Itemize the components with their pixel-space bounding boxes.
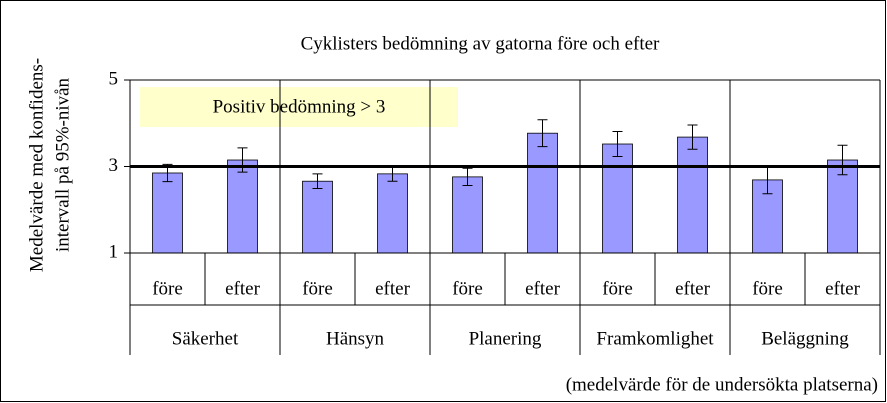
error-bar: [237, 147, 248, 173]
error-bar: [612, 130, 623, 158]
y-tick-label: 5: [109, 68, 119, 89]
bar: [152, 172, 183, 254]
chart-title: Cyklisters bedömning av gatorna före och…: [301, 33, 660, 54]
x-tick-label: före: [452, 278, 483, 299]
error-bar: [537, 119, 548, 148]
error-bar: [312, 173, 323, 190]
bar: [527, 132, 558, 254]
x-tick-label: efter: [675, 278, 710, 299]
group-label: Beläggning: [761, 328, 849, 349]
x-tick-label: före: [152, 278, 183, 299]
bar: [377, 173, 408, 254]
group-label: Hänsyn: [326, 328, 385, 349]
bar: [827, 159, 858, 254]
bar: [452, 176, 483, 254]
x-tick-label: efter: [525, 278, 560, 299]
footnote: (medelvärde för de undersökta platserna): [566, 374, 878, 395]
bar: [227, 159, 258, 254]
bar: [677, 136, 708, 254]
error-bar: [687, 124, 698, 150]
x-tick-label: före: [302, 278, 333, 299]
annotation: Positiv bedömning > 3: [213, 96, 386, 117]
x-tick-label: efter: [825, 278, 860, 299]
group-label: Framkomlighet: [596, 328, 714, 349]
x-tick-label: före: [602, 278, 633, 299]
group-label: Säkerhet: [172, 328, 239, 349]
y-tick-label: 1: [109, 241, 119, 262]
y-tick-label: 3: [109, 155, 119, 176]
x-tick-label: efter: [225, 278, 260, 299]
y-axis-label: Medelvärde med konfidens-: [26, 58, 47, 272]
bar: [302, 180, 333, 254]
error-bar: [462, 167, 473, 187]
bar: [602, 143, 633, 254]
x-tick-label: före: [752, 278, 783, 299]
y-axis-label: intervall på 95%-nivån: [52, 77, 73, 252]
error-bar: [837, 144, 848, 176]
group-label: Planering: [469, 328, 542, 349]
annotation-box: [140, 87, 458, 127]
x-tick-label: efter: [375, 278, 410, 299]
